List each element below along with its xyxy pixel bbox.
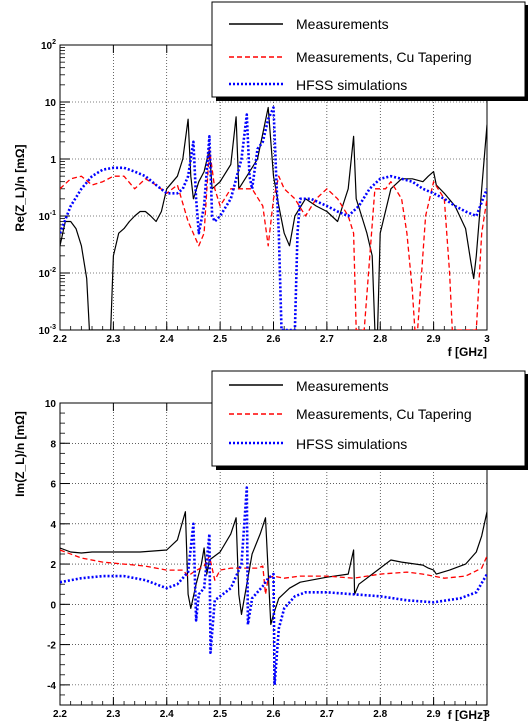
series-group: [60, 486, 487, 687]
x-tick-label: 3: [484, 334, 490, 345]
x-tick-label: 2.4: [160, 334, 174, 345]
y-tick-label: 10: [45, 98, 57, 109]
y-tick-label: 102: [41, 39, 56, 52]
x-axis-title: f [GHz]: [448, 345, 487, 359]
x-tick-labels: 2.2 2.3 2.4 2.5 2.6 2.7 2.8 2.9 3: [53, 709, 490, 720]
series-line-measurements: [60, 511, 487, 626]
legend-label-hfss: HFSS simulations: [296, 77, 407, 93]
x-axis-title: f [GHz]: [448, 708, 487, 721]
gridlines: [59, 44, 488, 331]
y-tick-label: 6: [50, 480, 56, 491]
legend-label-cu-tapering: Measurements, Cu Tapering: [296, 406, 472, 422]
x-tick-labels: 2.2 2.3 2.4 2.5 2.6 2.7 2.8 2.9 3: [53, 334, 490, 345]
x-tick-label: 2.9: [427, 709, 441, 720]
series-line-measurements-cu-tapering: [60, 549, 487, 595]
series-line-measurements: [60, 106, 487, 330]
legend-box: [211, 370, 526, 467]
x-tick-label: 2.4: [160, 709, 174, 720]
legend: Measurements Measurements, Cu Tapering H…: [211, 370, 528, 470]
x-tick-label: 2.3: [106, 709, 120, 720]
legend-box: [211, 1, 526, 98]
x-tick-label: 2.5: [213, 709, 227, 720]
x-tick-label: 2.6: [267, 334, 281, 345]
bottom-chart-im-zl: -4 -2 0 2 4 6 8 10 2.2 2.3 2.4 2.5 2.6 2.7 2.8 2.9 3 Im…: [13, 370, 528, 721]
x-tick-label: 2.2: [53, 709, 67, 720]
y-tick-labels: -4 -2 0 2 4 6 8 10: [45, 399, 57, 692]
x-tick-label: 2.3: [106, 334, 120, 345]
x-tick-label: 2.7: [320, 334, 334, 345]
x-tick-label: 2.8: [373, 709, 387, 720]
legend-label-cu-tapering: Measurements, Cu Tapering: [296, 49, 472, 65]
y-tick-label: 10-3: [39, 324, 56, 337]
y-tick-label: 2: [50, 560, 56, 571]
x-tick-label: 2.2: [53, 334, 67, 345]
y-tick-label: 0: [50, 600, 56, 611]
y-tick-label: 1: [50, 155, 56, 166]
y-tick-label: -2: [47, 641, 56, 652]
x-tick-label: 2.9: [427, 334, 441, 345]
y-axis-title: Re(Z_L)/n [mΩ]: [13, 145, 27, 232]
legend-label-hfss: HFSS simulations: [296, 436, 407, 452]
y-tick-label: 10: [45, 399, 57, 410]
legend-label-measurements: Measurements: [296, 16, 389, 32]
y-tick-label: 10-2: [39, 267, 56, 280]
y-axis-title: Im(Z_L)/n [mΩ]: [13, 411, 27, 497]
top-chart-re-zl: 10-3 10-2 10-1 1 10 102 2.2 2.3 2.4 2.5 2.6 2.7 2.8…: [13, 1, 528, 359]
legend: Measurements Measurements, Cu Tapering H…: [211, 1, 528, 101]
series-line-hfss-simulations: [60, 486, 487, 687]
y-tick-label: 4: [50, 520, 56, 531]
legend-label-measurements: Measurements: [296, 378, 389, 394]
x-tick-label: 2.8: [373, 334, 387, 345]
x-tick-label: 2.5: [213, 334, 227, 345]
series-group: [60, 106, 487, 330]
x-tick-label: 2.6: [267, 709, 281, 720]
x-tick-label: 3: [484, 709, 490, 720]
y-tick-labels: 10-3 10-2 10-1 1 10 102: [39, 39, 57, 337]
y-tick-label: -4: [47, 681, 56, 692]
y-tick-label: 10-1: [39, 210, 56, 223]
x-tick-label: 2.7: [320, 709, 334, 720]
y-tick-label: 8: [50, 439, 56, 450]
